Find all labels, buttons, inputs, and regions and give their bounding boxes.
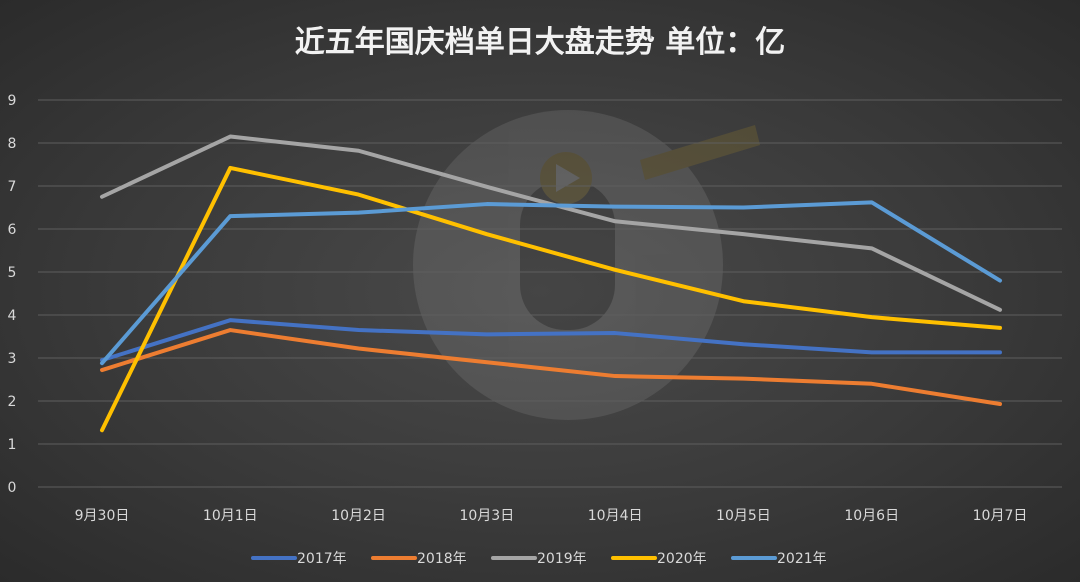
x-tick-label: 10月3日 [459,508,514,524]
y-tick-label: 8 [8,136,17,152]
y-tick-label: 3 [8,351,17,367]
legend-label: 2017年 [297,551,347,567]
x-tick-label: 10月6日 [844,508,899,524]
x-tick-label: 10月5日 [716,508,771,524]
x-tick-label: 9月30日 [75,508,130,524]
legend: 2017年 2018年 2019年 2020年 2021年 [251,551,827,567]
series-line-2020年 [100,165,1002,433]
y-tick-label: 6 [8,222,17,238]
legend-label: 2021年 [777,551,827,567]
x-tick-label: 10月1日 [203,508,258,524]
legend-label: 2019年 [537,551,587,567]
series-line-2018年 [100,328,1002,407]
series-lines [100,134,1002,433]
y-tick-label: 4 [8,308,17,324]
chart-title: 近五年国庆档单日大盘走势 单位：亿 [295,25,785,60]
y-tick-label: 2 [8,394,17,410]
series-line-2021年 [100,200,1002,366]
legend-label: 2020年 [657,551,707,567]
y-tick-label: 1 [8,437,17,453]
x-tick-label: 10月4日 [588,508,643,524]
y-tick-label: 0 [8,480,17,496]
x-tick-label: 10月7日 [973,508,1028,524]
y-tick-label: 7 [8,179,17,195]
y-tick-label: 5 [8,265,17,281]
y-axis-ticks: 0 1 2 3 4 5 6 7 8 9 [8,93,17,496]
y-tick-label: 9 [8,93,17,109]
legend-label: 2018年 [417,551,467,567]
series-line-2017年 [100,318,1002,363]
x-tick-label: 10月2日 [331,508,386,524]
x-axis-ticks: 9月30日 10月1日 10月2日 10月3日 10月4日 10月5日 10月6日 10月7日 [75,508,1028,524]
gridlines [38,99,1062,488]
